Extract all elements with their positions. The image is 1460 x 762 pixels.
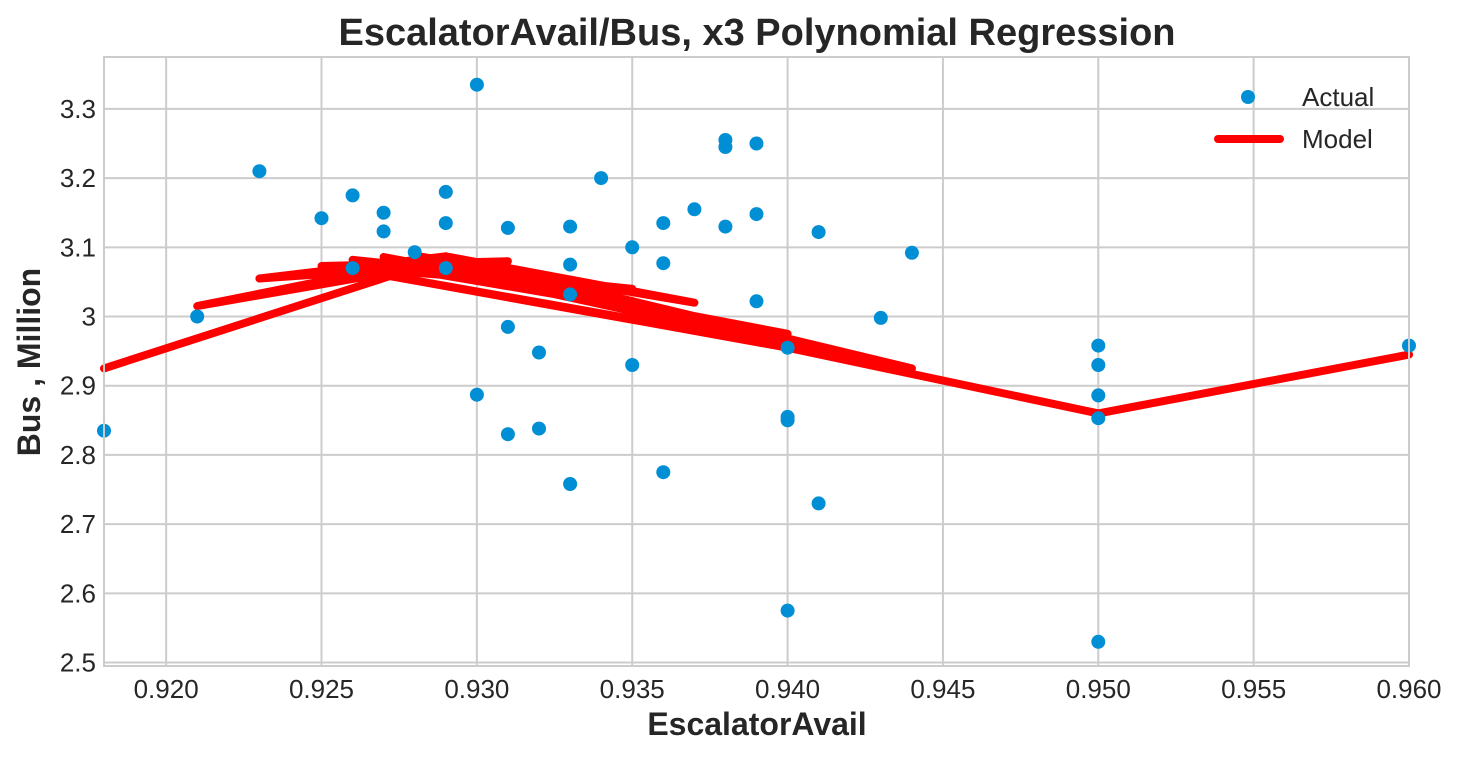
actual-data-point xyxy=(469,77,484,92)
x-tick-label: 0.925 xyxy=(289,674,354,704)
actual-data-point xyxy=(345,261,360,276)
actual-data-point xyxy=(780,603,795,618)
actual-data-point xyxy=(1091,338,1106,353)
actual-data-point xyxy=(438,216,453,231)
actual-data-point xyxy=(625,358,640,372)
actual-data-point xyxy=(252,164,267,179)
actual-data-point xyxy=(656,465,671,480)
actual-data-point xyxy=(811,496,826,511)
actual-data-point xyxy=(656,256,671,271)
x-tick-labels: 0.920 0.925 0.930 0.935 0.940 0.945 0.950 0.955… xyxy=(134,674,1442,704)
legend: Actual Model xyxy=(1214,82,1374,154)
actual-data-point xyxy=(563,219,578,234)
actual-data-point xyxy=(376,224,391,239)
actual-data-point xyxy=(532,345,546,360)
actual-data-point xyxy=(687,202,702,217)
actual-data-point xyxy=(563,257,578,272)
y-tick-label: 2.8 xyxy=(60,440,96,470)
actual-data-point xyxy=(718,140,733,154)
legend-marker-actual xyxy=(1241,90,1255,104)
actual-data-point xyxy=(190,309,205,324)
y-tick-label: 3.2 xyxy=(60,163,96,193)
actual-data-point xyxy=(532,421,546,436)
actual-data-point xyxy=(780,340,795,355)
model-series xyxy=(100,251,1413,418)
grid-lines xyxy=(104,57,1410,666)
actual-data-point xyxy=(376,205,391,220)
chart-title: EscalatorAvail/Bus, x3 Polynomial Regres… xyxy=(338,12,1175,54)
actual-data-point xyxy=(718,219,733,234)
x-tick-label: 0.945 xyxy=(910,674,975,704)
actual-data-point xyxy=(904,245,919,260)
actual-series xyxy=(97,77,1416,649)
actual-data-point xyxy=(314,211,329,226)
x-tick-label: 0.940 xyxy=(755,674,820,704)
actual-data-point xyxy=(500,319,515,334)
actual-data-point xyxy=(1091,358,1106,372)
actual-data-point xyxy=(345,188,360,203)
y-tick-label: 2.5 xyxy=(60,648,96,678)
x-tick-label: 0.935 xyxy=(600,674,665,704)
x-tick-label: 0.955 xyxy=(1221,674,1286,704)
x-tick-label: 0.930 xyxy=(444,674,509,704)
actual-data-point xyxy=(1091,388,1106,403)
actual-data-point xyxy=(500,220,515,235)
actual-data-point xyxy=(811,225,826,240)
y-tick-label: 3.3 xyxy=(60,94,96,124)
actual-data-point xyxy=(780,413,795,428)
actual-data-point xyxy=(625,240,640,255)
actual-data-point xyxy=(500,427,515,442)
x-tick-label: 0.920 xyxy=(134,674,199,704)
y-tick-label: 2.9 xyxy=(60,371,96,401)
actual-data-point xyxy=(469,387,484,402)
actual-data-point xyxy=(1091,634,1106,649)
actual-data-point xyxy=(656,216,671,231)
y-axis-label: Bus , Million xyxy=(11,268,47,456)
model-line xyxy=(100,251,1413,418)
actual-data-point xyxy=(749,207,764,222)
y-tick-labels: 2.5 2.6 2.7 2.8 2.9 3 3.1 3.2 3.3 xyxy=(60,94,96,678)
y-tick-label: 2.7 xyxy=(60,509,96,539)
y-tick-label: 2.6 xyxy=(60,578,96,608)
actual-data-point xyxy=(594,171,609,186)
actual-data-point xyxy=(438,261,453,276)
y-tick-label: 3.1 xyxy=(60,232,96,262)
actual-data-point xyxy=(749,294,764,309)
actual-data-point xyxy=(563,287,578,302)
y-tick-label: 3 xyxy=(82,302,96,332)
legend-label-model: Model xyxy=(1302,124,1373,154)
actual-data-point xyxy=(563,477,578,491)
actual-data-point xyxy=(1091,411,1106,426)
actual-data-point xyxy=(407,245,422,260)
actual-data-point xyxy=(749,136,764,151)
plot-frame xyxy=(103,56,1410,667)
legend-label-actual: Actual xyxy=(1302,82,1374,112)
x-tick-label: 0.950 xyxy=(1066,674,1131,704)
x-tick-label: 0.960 xyxy=(1376,674,1441,704)
x-axis-label: EscalatorAvail xyxy=(647,706,866,742)
actual-data-point xyxy=(873,310,888,325)
actual-data-point xyxy=(438,184,453,199)
